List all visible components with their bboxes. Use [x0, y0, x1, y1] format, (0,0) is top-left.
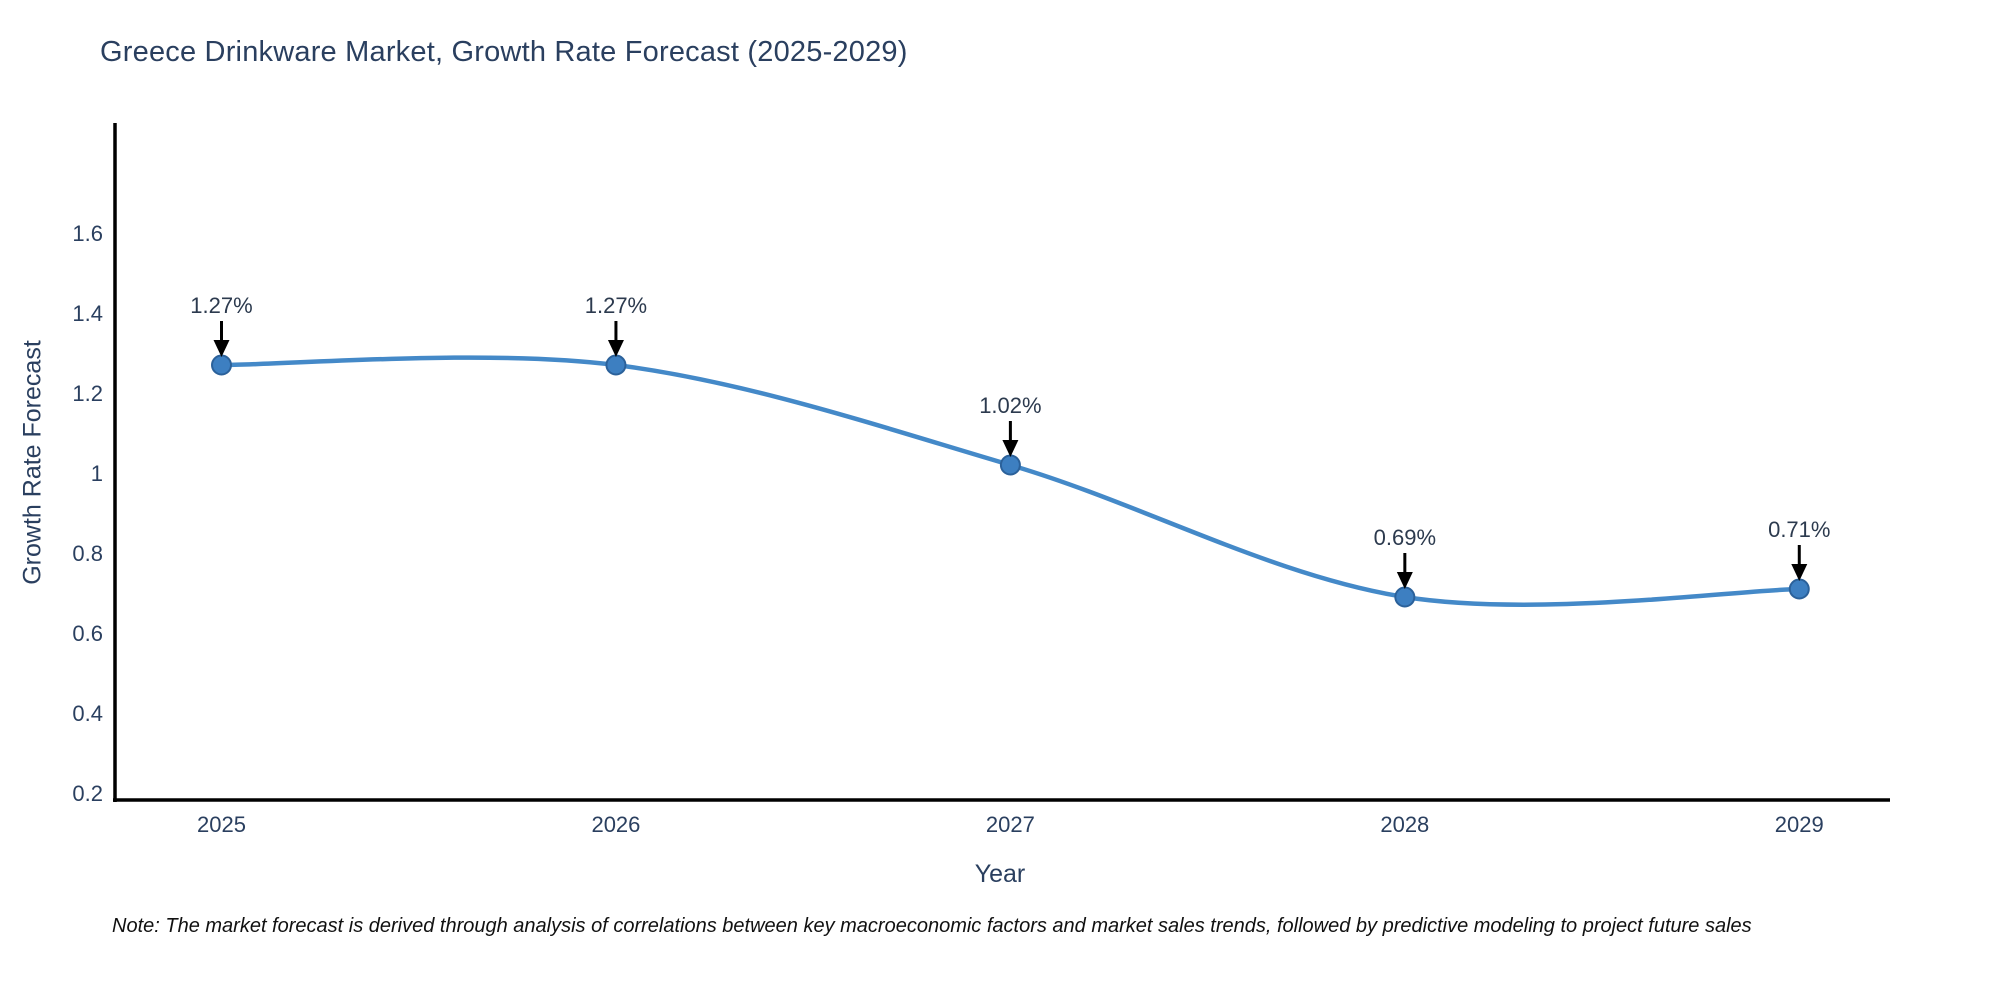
- x-tick-label: 2029: [1775, 812, 1824, 837]
- annotation-arrow-head-icon: [607, 340, 624, 357]
- y-tick-label: 0.6: [72, 621, 103, 646]
- data-point-marker: [605, 354, 627, 376]
- annotation-arrow-head-icon: [1002, 440, 1019, 457]
- y-tick-label: 0.2: [72, 781, 103, 806]
- point-value-label: 1.02%: [979, 393, 1041, 418]
- x-axis-title: Year: [974, 860, 1026, 888]
- y-tick-label: 0.4: [72, 701, 103, 726]
- data-point-marker: [211, 354, 232, 376]
- point-value-label: 1.27%: [190, 293, 252, 318]
- y-tick-label: 1.6: [72, 221, 103, 246]
- x-tick-label: 2026: [591, 812, 640, 837]
- point-value-label: 1.27%: [585, 293, 647, 318]
- data-point-marker: [1788, 578, 1810, 600]
- y-axis-title: Growth Rate Forecast: [18, 340, 47, 585]
- footnote: Note: The market forecast is derived thr…: [112, 915, 1752, 937]
- x-tick-label: 2028: [1380, 812, 1429, 837]
- y-tick-label: 1: [91, 461, 103, 486]
- y-tick-label: 1.4: [72, 301, 103, 326]
- point-value-label: 0.71%: [1768, 517, 1830, 542]
- annotation-arrow-head-icon: [1791, 564, 1808, 581]
- chart-title: Greece Drinkware Market, Growth Rate For…: [100, 36, 908, 68]
- x-tick-label: 2027: [986, 812, 1035, 837]
- data-point-marker: [999, 454, 1021, 476]
- annotation-arrow-head-icon: [1396, 572, 1413, 589]
- y-tick-label: 0.8: [72, 541, 103, 566]
- x-tick-label: 2025: [197, 812, 246, 837]
- point-value-label: 0.69%: [1374, 525, 1436, 550]
- data-point-marker: [1394, 586, 1416, 608]
- y-tick-label: 1.2: [72, 381, 103, 406]
- annotation-arrow-head-icon: [213, 340, 230, 357]
